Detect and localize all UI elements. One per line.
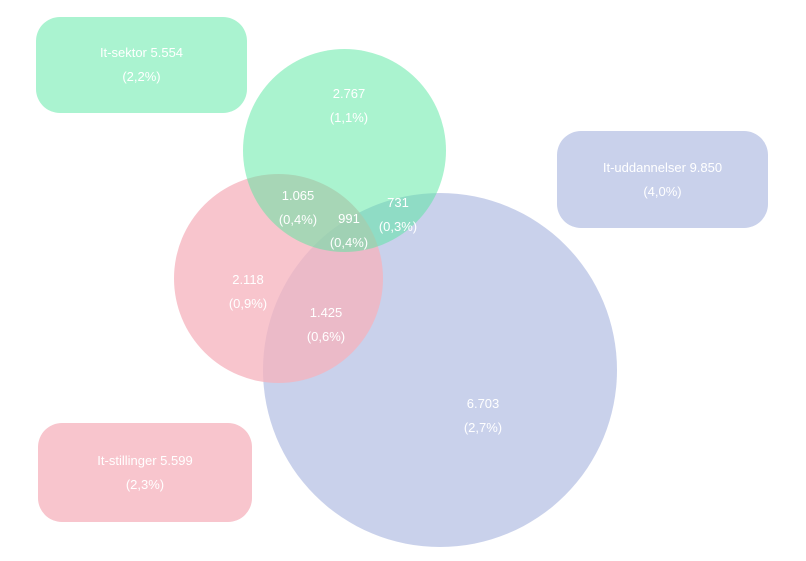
region-percent: (1,1%) bbox=[329, 110, 369, 125]
region-percent: (0,3%) bbox=[378, 219, 418, 234]
region-stillinger-uddannelser-overlap: 1.425 (0,6%) bbox=[307, 301, 345, 349]
legend-percent: (2,2%) bbox=[122, 69, 161, 84]
region-value: 2.118 bbox=[232, 272, 264, 287]
region-value: 1.065 bbox=[281, 188, 315, 203]
region-all-three-overlap: 991 (0,4%) bbox=[330, 207, 368, 255]
region-value: 731 bbox=[387, 195, 409, 210]
region-value: 1.425 bbox=[309, 305, 343, 320]
legend-box-it-uddannelser: It-uddannelser 9.850 (4,0%) bbox=[557, 131, 768, 228]
legend-title: It-stillinger 5.599 bbox=[97, 452, 193, 468]
region-percent: (0,6%) bbox=[306, 329, 346, 344]
region-it-sektor-only: 2.767 (1,1%) bbox=[330, 82, 368, 130]
legend-percent: (2,3%) bbox=[125, 476, 165, 492]
region-value: 991 bbox=[338, 211, 360, 226]
region-it-uddannelser-only: 6.703 (2,7%) bbox=[464, 392, 502, 440]
region-percent: (0,9%) bbox=[228, 296, 268, 311]
region-sektor-stillinger-overlap: 1.065 (0,4%) bbox=[279, 184, 317, 232]
region-sektor-uddannelser-overlap: 731 (0,3%) bbox=[379, 191, 417, 239]
legend-title: It-uddannelser 9.850 bbox=[602, 159, 723, 175]
region-value: 6.703 bbox=[466, 396, 500, 411]
legend-percent: (4,0%) bbox=[643, 183, 682, 199]
legend-title: It-sektor 5.554 bbox=[99, 45, 184, 60]
set-circle-it-sektor bbox=[243, 49, 446, 252]
region-percent: (0,4%) bbox=[329, 235, 369, 250]
legend-box-it-sektor: It-sektor 5.554 (2,2%) bbox=[36, 17, 247, 113]
region-percent: (2,7%) bbox=[463, 420, 503, 435]
region-it-stillinger-only: 2.118 (0,9%) bbox=[229, 268, 267, 316]
region-percent: (0,4%) bbox=[278, 212, 318, 227]
region-value: 2.767 bbox=[332, 86, 366, 101]
legend-box-it-stillinger: It-stillinger 5.599 (2,3%) bbox=[38, 423, 252, 522]
